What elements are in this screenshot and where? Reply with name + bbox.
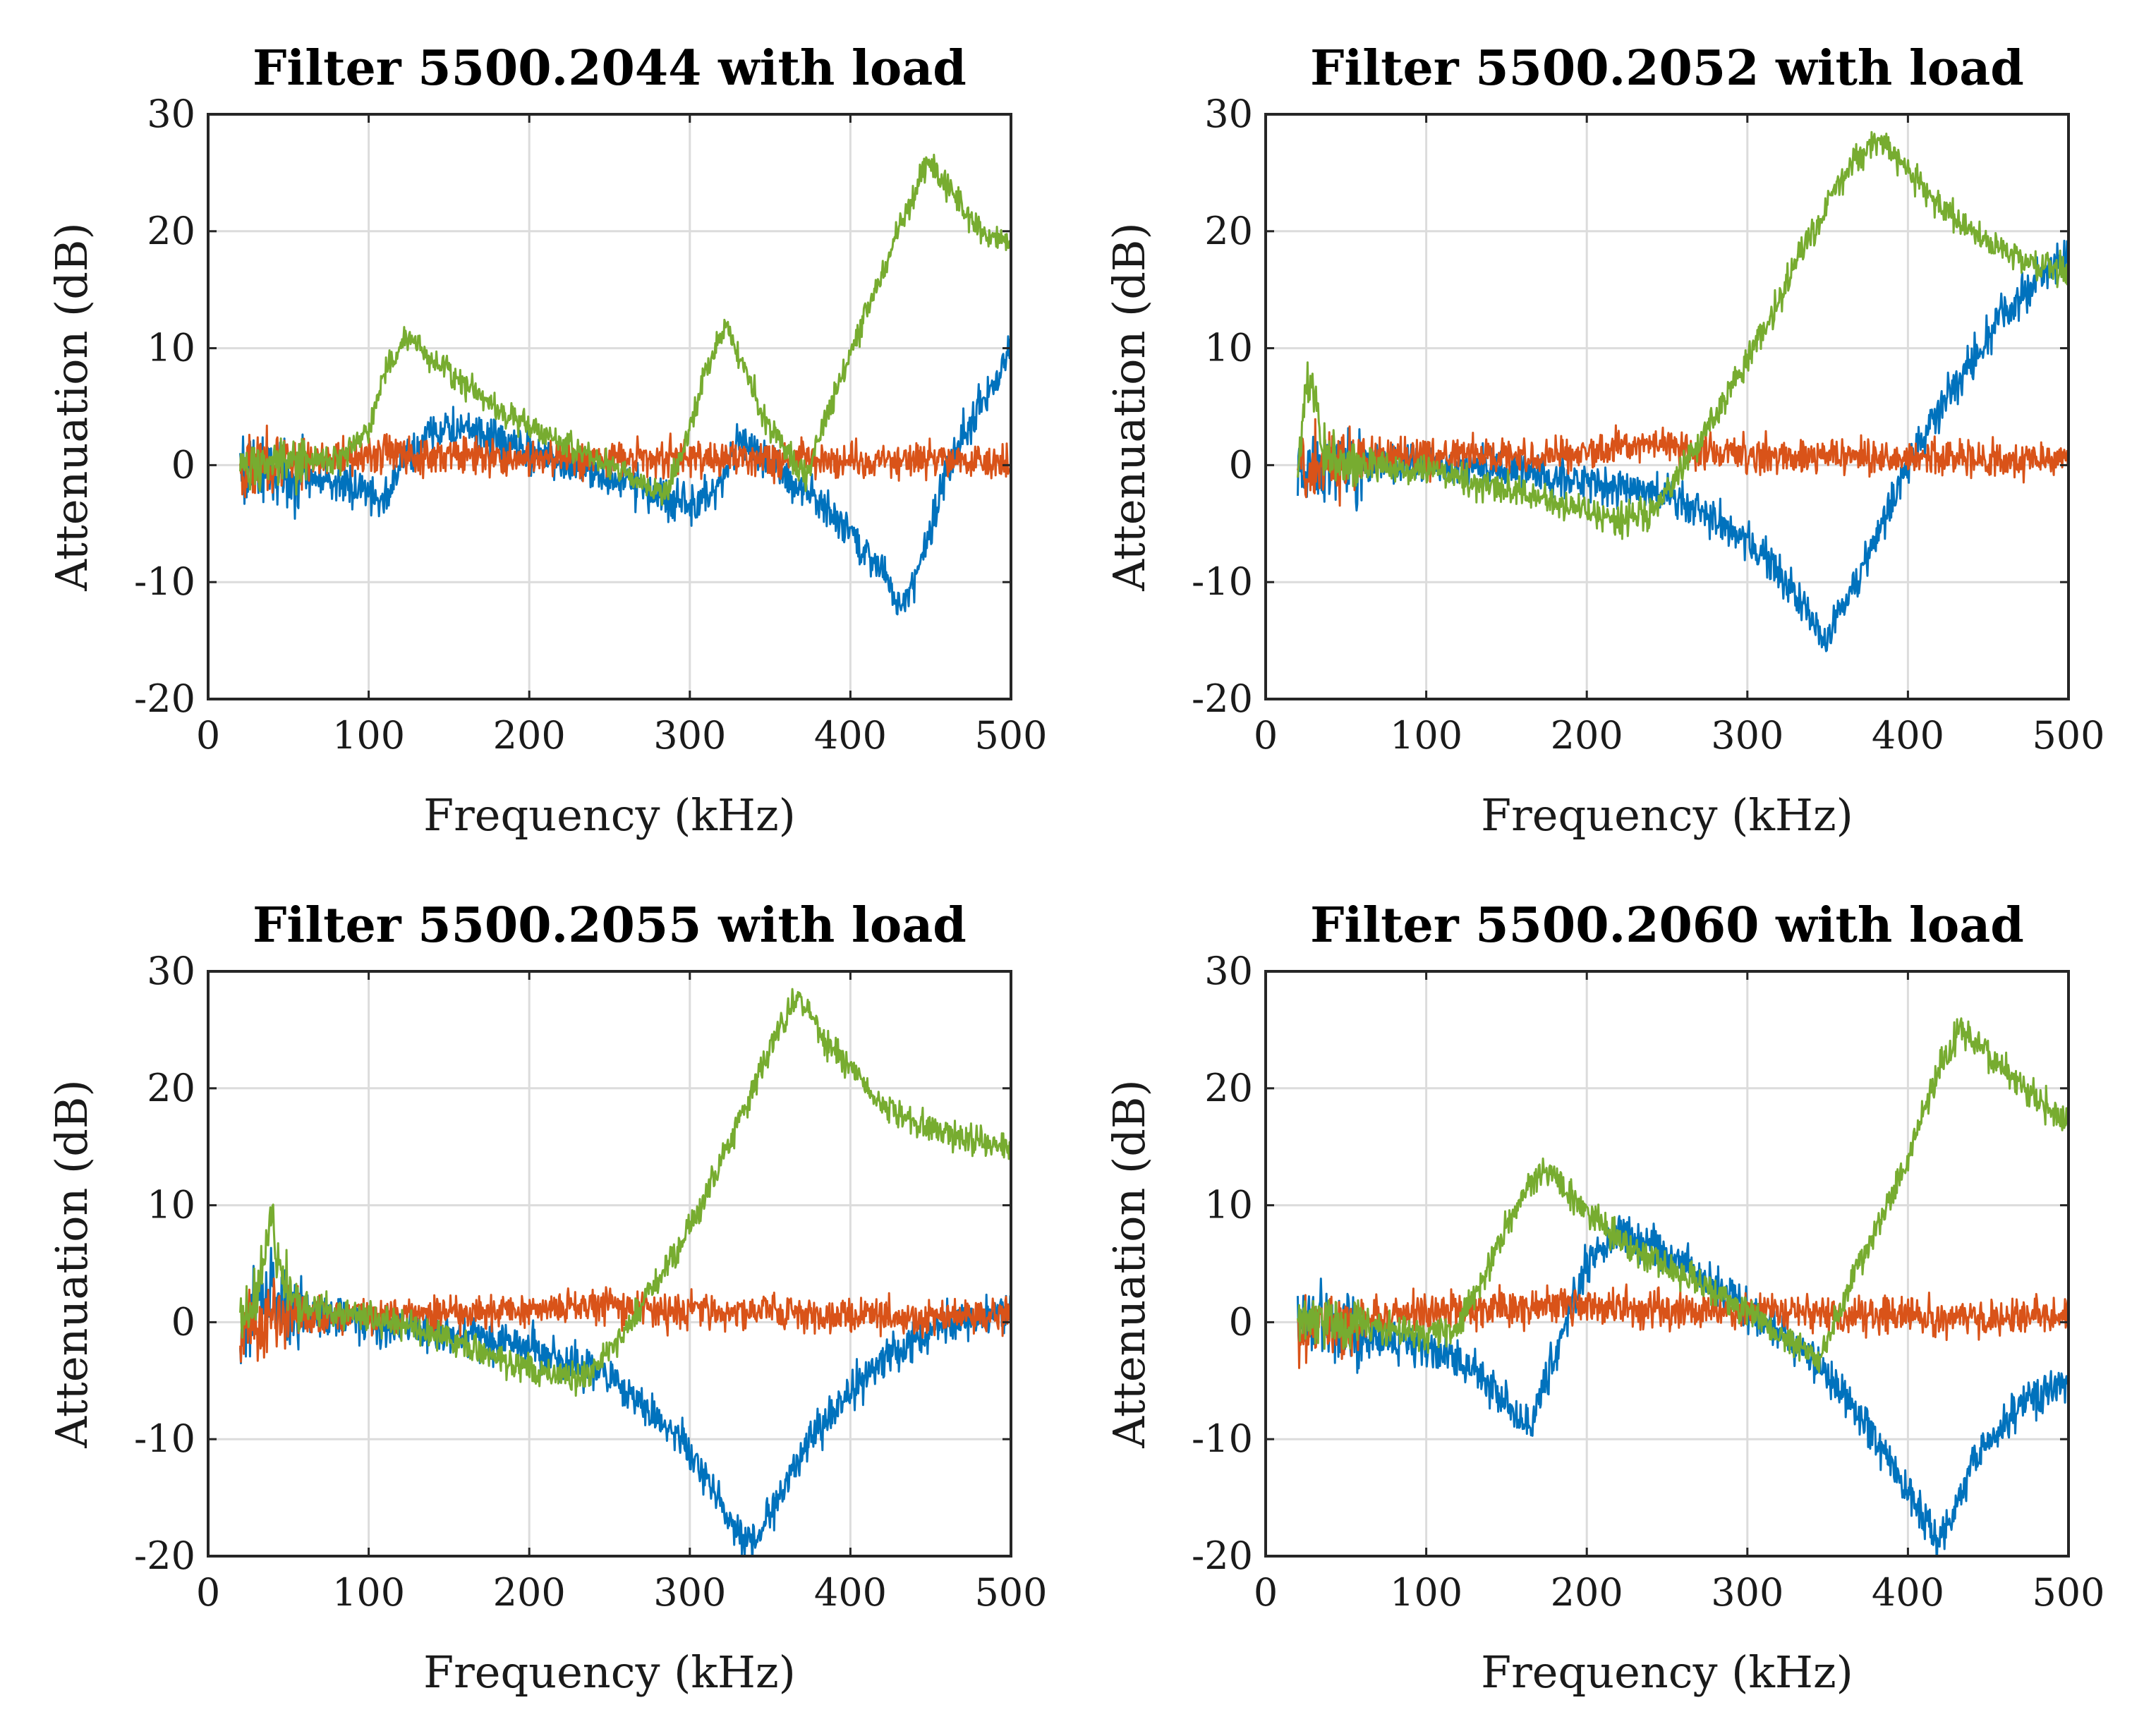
chart-panel-3: 0 100 200 300 400 500 -20 -10 0 10 20 30 Filter 5500… bbox=[46, 897, 1048, 1698]
y-tick-label: 20 bbox=[147, 209, 195, 253]
x-tick-label: 0 bbox=[1254, 713, 1278, 758]
series-group bbox=[239, 988, 1011, 1556]
x-tick-label: 500 bbox=[2032, 1570, 2104, 1615]
y-tick-label: 10 bbox=[1204, 1183, 1253, 1227]
series-line-green bbox=[239, 153, 1011, 506]
y-tick-label: -20 bbox=[1192, 676, 1253, 721]
x-axis-label: Frequency (kHz) bbox=[1481, 1646, 1853, 1698]
y-tick-label: -20 bbox=[134, 676, 195, 721]
y-tick-label: 30 bbox=[147, 92, 195, 136]
x-tick-label: 400 bbox=[814, 713, 887, 758]
y-tick-label: 30 bbox=[1204, 92, 1253, 136]
chart-panel-1: 0 100 200 300 400 500 -20 -10 0 10 20 30 Filter 5500… bbox=[46, 40, 1048, 841]
y-tick-label: -10 bbox=[134, 559, 195, 604]
chart-panel-2: 0 100 200 300 400 500 -20 -10 0 10 20 30 Filter 5500… bbox=[1103, 40, 2105, 841]
x-tick-label: 300 bbox=[653, 713, 726, 758]
axes-box bbox=[1264, 970, 2070, 1558]
y-axis-label: Attenuation (dB) bbox=[1103, 222, 1155, 591]
axes-box bbox=[207, 970, 1012, 1558]
x-tick-label: 500 bbox=[974, 713, 1047, 758]
y-tick-label: 10 bbox=[147, 1183, 195, 1227]
y-tick-label: 20 bbox=[1204, 1066, 1253, 1110]
x-tick-label: 500 bbox=[2032, 713, 2104, 758]
x-tick-label: 300 bbox=[1711, 1570, 1783, 1615]
series-group bbox=[1297, 130, 2069, 652]
series-line-blue bbox=[239, 335, 1011, 616]
x-tick-label: 400 bbox=[814, 1570, 887, 1615]
y-tick-label: 30 bbox=[147, 949, 195, 993]
chart-title: Filter 5500.2044 with load bbox=[253, 40, 967, 97]
y-tick-label: -20 bbox=[1192, 1534, 1253, 1578]
x-tick-label: 0 bbox=[1254, 1570, 1278, 1615]
x-tick-label: 100 bbox=[332, 1570, 405, 1615]
y-tick-label: 10 bbox=[1204, 326, 1253, 370]
x-axis-label: Frequency (kHz) bbox=[423, 1646, 796, 1698]
x-tick-label: 100 bbox=[1390, 713, 1462, 758]
series-line-green bbox=[1297, 130, 2069, 540]
series-line-green bbox=[239, 988, 1011, 1397]
y-tick-label: 30 bbox=[1204, 949, 1253, 993]
y-tick-label: 10 bbox=[147, 326, 195, 370]
x-tick-label: 100 bbox=[1390, 1570, 1462, 1615]
y-tick-label: -10 bbox=[1192, 1416, 1253, 1461]
x-tick-label: 500 bbox=[974, 1570, 1047, 1615]
x-tick-label: 200 bbox=[1551, 1570, 1623, 1615]
series-group bbox=[1297, 1017, 2069, 1556]
series-line-orange bbox=[1297, 1283, 2069, 1369]
series-group bbox=[239, 153, 1011, 616]
x-tick-label: 400 bbox=[1872, 713, 1944, 758]
x-tick-label: 100 bbox=[332, 713, 405, 758]
chart-title: Filter 5500.2055 with load bbox=[253, 897, 967, 954]
y-tick-label: 0 bbox=[171, 1299, 195, 1344]
y-axis-label: Attenuation (dB) bbox=[1103, 1079, 1155, 1448]
y-tick-label: -10 bbox=[134, 1416, 195, 1461]
x-tick-label: 0 bbox=[196, 713, 220, 758]
chart-title: Filter 5500.2052 with load bbox=[1310, 40, 2024, 97]
chart-title: Filter 5500.2060 with load bbox=[1310, 897, 2024, 954]
series-line-blue bbox=[1297, 1215, 2069, 1556]
x-tick-label: 400 bbox=[1872, 1570, 1944, 1615]
x-tick-label: 300 bbox=[1711, 713, 1783, 758]
y-tick-label: -20 bbox=[134, 1534, 195, 1578]
y-axis-label: Attenuation (dB) bbox=[46, 222, 97, 591]
x-tick-label: 200 bbox=[493, 1570, 566, 1615]
series-line-blue bbox=[239, 1246, 1011, 1556]
axes-box bbox=[1264, 113, 2070, 700]
chart-panel-4: 0 100 200 300 400 500 -20 -10 0 10 20 30 Filter 5500… bbox=[1103, 897, 2105, 1698]
y-tick-label: 20 bbox=[1204, 209, 1253, 253]
x-tick-label: 200 bbox=[493, 713, 566, 758]
x-tick-label: 300 bbox=[653, 1570, 726, 1615]
axes-box bbox=[207, 113, 1012, 700]
y-tick-label: -10 bbox=[1192, 559, 1253, 604]
y-tick-label: 20 bbox=[147, 1066, 195, 1110]
y-tick-label: 0 bbox=[1229, 1299, 1253, 1344]
y-tick-label: 0 bbox=[1229, 442, 1253, 487]
y-tick-label: 0 bbox=[171, 442, 195, 487]
x-tick-label: 200 bbox=[1551, 713, 1623, 758]
series-line-green bbox=[1297, 1017, 2069, 1373]
y-axis-label: Attenuation (dB) bbox=[46, 1079, 97, 1448]
series-line-orange bbox=[1297, 418, 2069, 507]
x-tick-label: 0 bbox=[196, 1570, 220, 1615]
x-axis-label: Frequency (kHz) bbox=[423, 789, 796, 841]
x-axis-label: Frequency (kHz) bbox=[1481, 789, 1853, 841]
